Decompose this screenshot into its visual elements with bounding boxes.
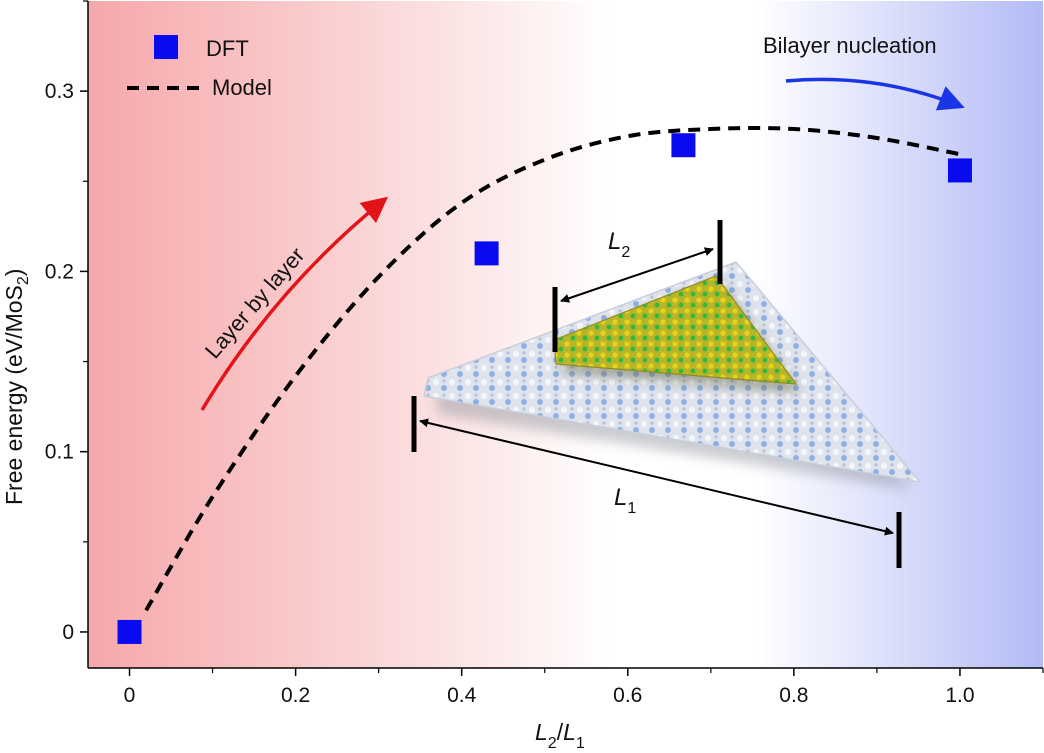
l2-label: L2 bbox=[608, 228, 630, 261]
l2-dimension-arrow bbox=[560, 247, 714, 303]
dft-point bbox=[474, 241, 499, 266]
x-tick-label: 0.8 bbox=[779, 684, 808, 707]
y-axis-label: Free energy (eV/MoS2) bbox=[1, 269, 32, 505]
y-tick-label: 0.3 bbox=[45, 80, 74, 103]
l1-dimension-arrow bbox=[419, 418, 894, 536]
x-tick-label: 0.2 bbox=[281, 684, 310, 707]
dft-point bbox=[947, 158, 972, 183]
layer-by-layer-arrow bbox=[200, 196, 389, 411]
l1-label: L1 bbox=[614, 484, 636, 517]
bilayer-nucleation-arrow bbox=[785, 77, 965, 111]
y-ticks: 0 0.1 0.2 0.3 bbox=[45, 0, 88, 644]
bilayer-nucleation-label: Bilayer nucleation bbox=[763, 33, 937, 58]
dimension-markers: L2 L1 bbox=[411, 220, 902, 568]
dft-point bbox=[671, 133, 696, 158]
x-tick-label: 1.0 bbox=[945, 684, 974, 707]
x-tick-label: 0 bbox=[124, 684, 136, 707]
y-tick-label: 0 bbox=[62, 621, 74, 644]
dft-points bbox=[117, 133, 972, 644]
dft-point bbox=[117, 619, 142, 644]
legend-model-label: Model bbox=[212, 75, 272, 100]
axes: 0 0.2 0.4 0.6 0.8 1.0 0 0.1 0.2 0.3 bbox=[45, 0, 1044, 707]
legend-dft-label: DFT bbox=[206, 36, 249, 61]
x-tick-label: 0.6 bbox=[613, 684, 642, 707]
x-ticks: 0 0.2 0.4 0.6 0.8 1.0 bbox=[124, 668, 1044, 707]
y-tick-label: 0.2 bbox=[45, 260, 74, 283]
legend-dft-marker bbox=[154, 35, 178, 59]
x-axis-label: L2/L1 bbox=[535, 719, 585, 752]
y-tick-label: 0.1 bbox=[45, 441, 74, 464]
legend: DFT Model bbox=[127, 35, 272, 100]
x-tick-label: 0.4 bbox=[447, 684, 477, 707]
model-curve bbox=[144, 125, 961, 612]
